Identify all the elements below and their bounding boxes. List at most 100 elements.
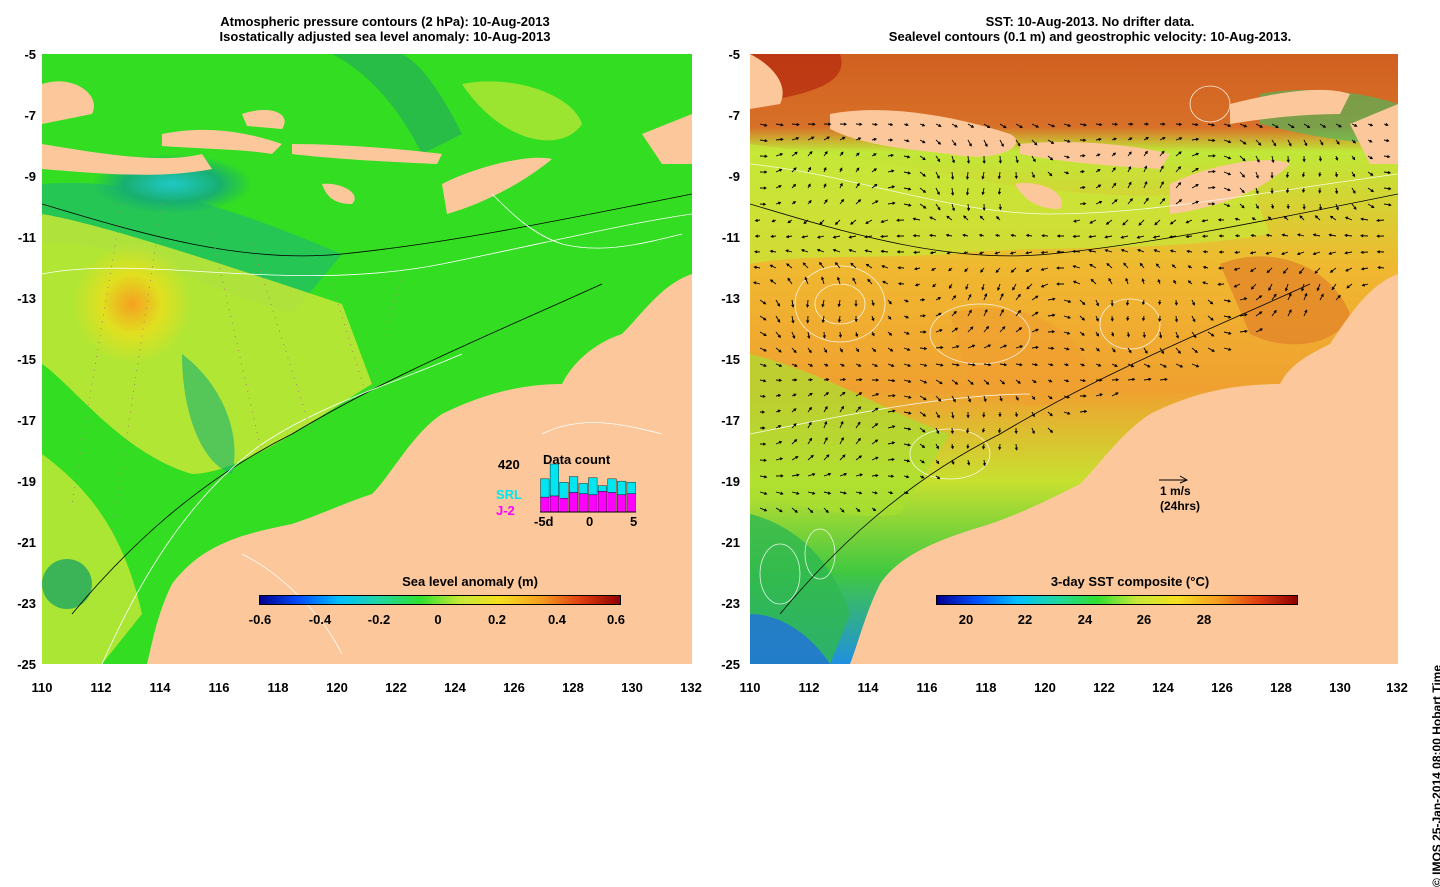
velocity-arrow [1089,219,1097,224]
velocity-arrow [1331,283,1337,291]
velocity-arrow [855,122,863,126]
velocity-arrow [1104,235,1113,239]
velocity-arrow [903,187,912,191]
velocity-arrow [1312,233,1321,237]
velocity-arrow [919,363,928,367]
velocity-arrow [1012,283,1017,291]
velocity-arrow [1318,171,1322,177]
velocity-arrow [754,218,761,222]
velocity-arrow [982,459,987,467]
velocity-arrow [966,411,970,419]
velocity-arrow [1335,203,1339,211]
velocity-arrow [1202,281,1209,285]
velocity-arrow [1287,292,1292,301]
velocity-arrow [1335,294,1341,301]
velocity-arrow [935,171,940,179]
velocity-arrow [1056,282,1065,286]
velocity-arrow [1344,216,1353,221]
velocity-arrow [1015,327,1023,333]
velocity-arrow [1026,283,1033,290]
velocity-arrow [1159,377,1168,382]
velocity-arrow [903,491,909,495]
data-count-title: Data count [543,452,611,467]
velocity-arrow [871,299,875,307]
right-x-tick: 120 [1034,680,1056,695]
velocity-arrow [1088,249,1097,253]
sst-tick: 22 [1017,612,1033,627]
velocity-arrow [931,267,937,271]
velocity-arrow [1303,123,1311,129]
velocity-arrow [1239,329,1248,333]
velocity-arrow [998,443,1002,451]
velocity-arrow [1191,137,1200,141]
velocity-arrow [823,472,832,477]
velocity-arrow [1175,331,1179,339]
velocity-arrow [1301,283,1305,292]
velocity-arrow [983,123,991,129]
velocity-arrow [1318,187,1322,194]
velocity-arrow [1031,295,1039,301]
velocity-arrow [791,183,797,189]
right-y-tick: -15 [721,352,740,367]
velocity-arrow [1047,123,1056,128]
velocity-arrow [854,299,858,307]
velocity-arrow [979,251,985,255]
velocity-arrow [1142,331,1146,339]
velocity-arrow [1063,155,1071,159]
velocity-arrow [1202,250,1209,254]
velocity-arrow [1120,248,1129,253]
velocity-arrow [1031,123,1040,128]
left-x-tick: 118 [267,680,289,695]
velocity-arrow [1157,278,1161,285]
velocity-arrow [1383,123,1389,127]
velocity-arrow [1255,295,1263,301]
velocity-arrow [951,379,959,385]
velocity-arrow [823,150,828,157]
velocity-arrow [1111,331,1115,337]
velocity-arrow [1159,197,1166,205]
velocity-arrow [1266,267,1273,274]
left-x-tick: 116 [208,680,230,695]
velocity-arrow [1265,251,1273,255]
velocity-arrow [839,391,846,397]
velocity-arrow [775,201,782,205]
velocity-arrow [803,219,809,225]
velocity-arrow [864,235,873,239]
velocity-arrow [1152,235,1161,239]
velocity-arrow [999,309,1004,317]
velocity-arrow [1014,411,1018,418]
velocity-arrow [1376,218,1385,223]
left-y-tick: -25 [17,657,36,672]
velocity-arrow [903,443,911,447]
velocity-arrow [919,139,926,144]
velocity-arrow [887,425,896,429]
right-y-tick: -19 [721,474,740,489]
velocity-arrow [1207,138,1216,142]
velocity-arrow [1169,219,1177,225]
velocity-arrow [1223,347,1232,351]
velocity-arrow [1063,139,1071,143]
velocity-arrow [1377,266,1385,270]
velocity-arrow [807,473,816,477]
velocity-arrow [871,423,879,429]
velocity-arrow [791,167,797,173]
velocity-arrow [1223,299,1232,303]
velocity-arrow [1047,346,1055,350]
sla-tick: -0.4 [308,612,332,627]
velocity-arrow [903,203,912,207]
velocity-arrow [1361,283,1369,287]
velocity-arrow [1063,411,1071,415]
velocity-arrow [1063,315,1071,319]
velocity-arrow [951,123,958,128]
velocity-arrow [1143,122,1150,126]
velocity-arrow [791,393,797,397]
j2-bar [617,494,627,513]
right-x-tick: 114 [857,680,879,695]
srl-bar [588,477,598,496]
velocity-speed-label: 1 m/s [1160,484,1191,498]
velocity-arrow [771,219,777,223]
velocity-arrow [912,217,921,221]
velocity-arrow [1318,203,1323,211]
velocity-arrow [887,379,896,383]
velocity-arrow [1125,299,1130,306]
